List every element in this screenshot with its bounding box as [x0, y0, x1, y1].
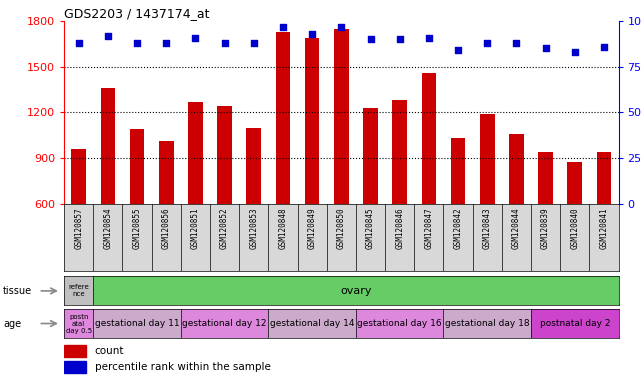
Text: GSM120857: GSM120857	[74, 207, 83, 248]
Bar	[567, 162, 582, 204]
Bar	[94, 309, 181, 338]
Text: GSM120855: GSM120855	[133, 207, 142, 248]
Text: GSM120851: GSM120851	[191, 207, 200, 248]
Text: tissue: tissue	[3, 286, 32, 296]
Point	[336, 23, 346, 30]
Text: gestational day 12: gestational day 12	[182, 319, 267, 328]
Point	[190, 35, 201, 41]
Bar	[101, 88, 115, 204]
Bar	[64, 309, 94, 338]
Text: GSM120852: GSM120852	[220, 207, 229, 248]
Text: GSM120856: GSM120856	[162, 207, 171, 248]
Text: gestational day 11: gestational day 11	[95, 319, 179, 328]
Text: GSM120853: GSM120853	[249, 207, 258, 248]
Point	[132, 40, 142, 46]
Bar	[451, 138, 465, 204]
Point	[307, 31, 317, 37]
Text: GSM120842: GSM120842	[454, 207, 463, 248]
Text: postn
atal
day 0.5: postn atal day 0.5	[65, 313, 92, 334]
Text: GSM120850: GSM120850	[337, 207, 346, 248]
Bar	[356, 309, 444, 338]
Point	[453, 47, 463, 53]
Bar	[509, 134, 524, 204]
Text: postnatal day 2: postnatal day 2	[540, 319, 610, 328]
Text: percentile rank within the sample: percentile rank within the sample	[95, 362, 271, 372]
Text: gestational day 14: gestational day 14	[270, 319, 354, 328]
Text: GSM120843: GSM120843	[483, 207, 492, 248]
Bar	[305, 38, 319, 204]
Text: GSM120847: GSM120847	[424, 207, 433, 248]
Text: ovary: ovary	[340, 286, 372, 296]
Bar	[422, 73, 436, 204]
Bar	[363, 108, 378, 204]
Point	[424, 35, 434, 41]
Point	[395, 36, 405, 43]
Point	[74, 40, 84, 46]
Bar	[269, 309, 356, 338]
Text: gestational day 16: gestational day 16	[358, 319, 442, 328]
Point	[161, 40, 171, 46]
Point	[570, 49, 580, 55]
Text: GSM120840: GSM120840	[570, 207, 579, 248]
Text: refere
nce: refere nce	[69, 285, 89, 297]
Bar	[159, 141, 174, 204]
Bar	[334, 29, 349, 204]
Text: GSM120839: GSM120839	[541, 207, 550, 248]
Bar	[188, 102, 203, 204]
Text: GDS2203 / 1437174_at: GDS2203 / 1437174_at	[64, 7, 210, 20]
Point	[512, 40, 522, 46]
Text: GSM120841: GSM120841	[599, 207, 608, 248]
Point	[365, 36, 376, 43]
Bar	[129, 129, 144, 204]
Text: GSM120844: GSM120844	[512, 207, 521, 248]
Bar	[444, 309, 531, 338]
Bar	[531, 309, 619, 338]
Point	[540, 45, 551, 51]
Bar	[71, 149, 86, 204]
Point	[278, 23, 288, 30]
Bar	[538, 152, 553, 204]
Point	[482, 40, 492, 46]
Bar	[276, 32, 290, 204]
Bar	[247, 127, 261, 204]
Text: age: age	[3, 318, 21, 329]
Bar	[480, 114, 495, 204]
Bar	[64, 276, 94, 305]
Bar	[597, 152, 612, 204]
Point	[249, 40, 259, 46]
Text: GSM120854: GSM120854	[103, 207, 112, 248]
Bar	[64, 345, 87, 357]
Bar	[181, 309, 269, 338]
Bar	[64, 361, 87, 373]
Text: GSM120845: GSM120845	[366, 207, 375, 248]
Text: count: count	[95, 346, 124, 356]
Bar	[217, 106, 232, 204]
Text: gestational day 18: gestational day 18	[445, 319, 529, 328]
Point	[103, 33, 113, 39]
Text: GSM120846: GSM120846	[395, 207, 404, 248]
Text: GSM120849: GSM120849	[308, 207, 317, 248]
Point	[599, 44, 609, 50]
Point	[219, 40, 229, 46]
Text: GSM120848: GSM120848	[278, 207, 287, 248]
Bar	[392, 100, 407, 204]
